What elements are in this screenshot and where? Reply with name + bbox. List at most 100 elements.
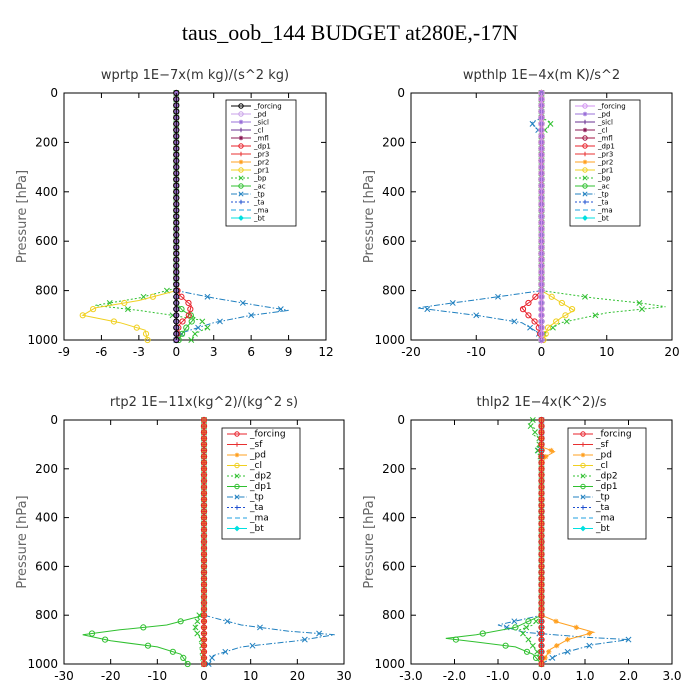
series-marker: [173, 287, 180, 294]
y-tick-label: 400: [35, 185, 58, 199]
x-tick-label: 0: [172, 345, 180, 359]
series-marker: [538, 441, 545, 448]
series-marker: [538, 599, 545, 607]
legend-marker: [580, 462, 586, 469]
series-marker: [173, 262, 180, 269]
series-marker: [173, 244, 180, 251]
series-marker: [200, 423, 208, 430]
legend-marker: [580, 505, 586, 510]
series-marker: [573, 624, 579, 630]
series-marker: [538, 459, 545, 466]
chart-panel-2: wpthlp 1E−4x(m K)/s^2 Pressure [hPa] -20 -1…: [362, 68, 680, 359]
y-tick-label: 1000: [374, 333, 405, 347]
series-marker: [200, 563, 208, 570]
series-marker: [239, 299, 246, 306]
x-tick-label: 2.0: [619, 669, 638, 683]
series-marker: [544, 324, 552, 331]
legend-label: _mfl: [597, 135, 613, 143]
series-line: [203, 420, 335, 665]
series-marker: [200, 551, 208, 558]
series-marker: [538, 336, 545, 344]
series-marker: [538, 164, 545, 171]
series-marker: [140, 624, 147, 631]
series-marker: [173, 213, 180, 220]
series-marker: [192, 624, 199, 631]
legend-marker: [582, 143, 588, 149]
series-marker: [200, 587, 208, 594]
series-marker: [538, 293, 545, 300]
legend-label: _pr3: [253, 151, 269, 159]
legend-marker: [238, 135, 244, 141]
legend-marker: [582, 135, 588, 141]
series-marker: [184, 660, 191, 668]
series-marker: [200, 593, 208, 601]
legend-marker: [580, 483, 586, 490]
series-marker: [224, 618, 231, 625]
series-marker: [173, 126, 180, 134]
series-marker: [200, 490, 208, 497]
series-marker: [183, 324, 190, 331]
series-marker: [424, 306, 431, 313]
legend-label: _mfl: [253, 135, 269, 143]
y-tick-label: 600: [35, 234, 58, 248]
series-marker: [200, 477, 208, 485]
series-line: [541, 93, 576, 341]
y-tick-label: 800: [382, 608, 405, 622]
series-marker: [538, 207, 545, 214]
series-marker: [199, 318, 206, 325]
series-marker: [173, 312, 180, 319]
series-marker: [538, 299, 545, 307]
series-marker: [194, 630, 201, 637]
legend-marker: [234, 483, 240, 490]
legend-label: _pr2: [597, 159, 613, 167]
series-marker: [512, 624, 519, 631]
series-marker: [563, 318, 570, 325]
series-marker: [538, 423, 545, 430]
legend-label: _dp1: [249, 482, 272, 492]
legend-label: _tp: [595, 493, 610, 503]
x-tick-label: -2.0: [443, 669, 466, 683]
series-marker: [538, 660, 545, 668]
legend-label: _ma: [597, 207, 613, 215]
series-marker: [173, 318, 180, 325]
series-marker: [173, 114, 180, 121]
legend-box: [567, 427, 647, 540]
series-marker: [538, 133, 545, 140]
series-marker: [538, 324, 545, 331]
series-marker: [173, 201, 180, 208]
y-tick-label: 800: [382, 284, 405, 298]
page-title: taus_oob_144 BUDGET at280E,-17N: [181, 20, 519, 45]
series-line: [541, 93, 666, 341]
series-marker: [546, 649, 552, 655]
series-marker: [532, 293, 539, 300]
series-marker: [173, 225, 180, 232]
series-marker: [173, 324, 180, 331]
series-marker: [527, 324, 534, 331]
legend-marker: [234, 473, 240, 479]
legend-marker: [238, 191, 244, 197]
series-marker: [173, 164, 180, 171]
series-marker: [586, 630, 592, 637]
legend-marker: [582, 151, 588, 157]
series-marker: [538, 330, 545, 337]
legend-marker: [580, 473, 586, 479]
legend-label: _cl: [249, 461, 262, 471]
series-marker: [173, 120, 180, 127]
x-tick-label: -9: [58, 345, 70, 359]
series-marker: [200, 502, 208, 509]
series-marker: [179, 318, 186, 325]
series-marker: [449, 299, 456, 306]
series-marker: [200, 416, 208, 424]
legend-marker: [234, 505, 240, 510]
series-marker: [568, 306, 576, 313]
series-marker: [194, 618, 201, 625]
series-marker: [538, 593, 545, 601]
y-tick-label: 200: [35, 135, 58, 149]
legend-marker: [238, 127, 244, 133]
series-marker: [538, 532, 545, 540]
legend-label: _ta: [253, 199, 265, 207]
legend-marker: [234, 494, 240, 500]
series-marker: [538, 176, 545, 183]
legend-marker: [582, 183, 588, 189]
series-marker: [257, 624, 263, 631]
